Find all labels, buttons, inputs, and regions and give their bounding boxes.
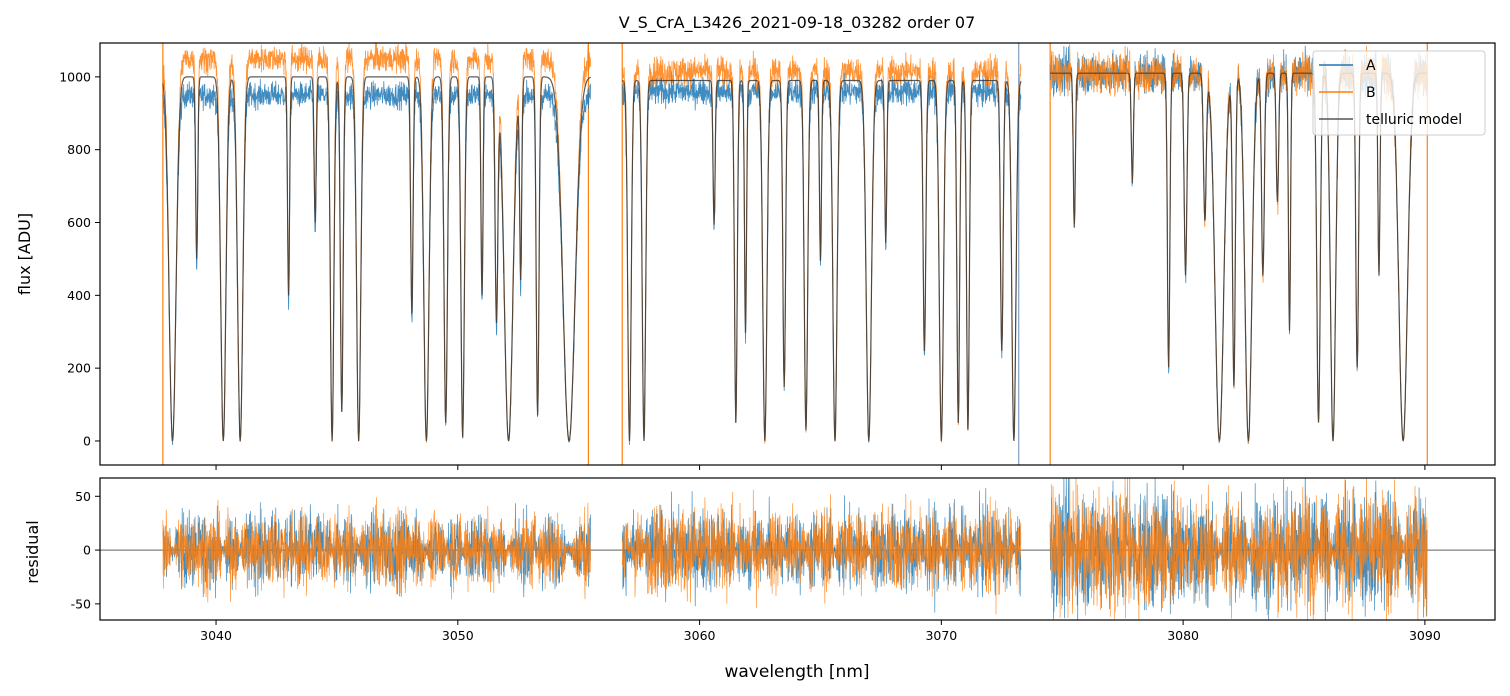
y-tick-label: 200	[67, 361, 91, 376]
y-tick-label: 400	[67, 288, 91, 303]
residual-panel: -50 0 50 3040 3050 3060 3070 3080 3090	[71, 477, 1496, 643]
x-tick-label: 3080	[1167, 628, 1199, 643]
flux-panel: 0 200 400 600 800 1000	[59, 42, 1496, 470]
y-tick-label: 800	[67, 142, 91, 157]
series-a-line	[162, 45, 1428, 445]
y-tick-label: 600	[67, 215, 91, 230]
legend-label-a: A	[1366, 58, 1376, 74]
x-tick-label: 3070	[925, 628, 957, 643]
x-tick-label: 3060	[684, 628, 716, 643]
residual-b-line	[162, 478, 1428, 620]
residual-axes-frame	[99, 477, 1496, 621]
y-tick-label: 0	[83, 433, 91, 448]
y-tick-label: 1000	[59, 69, 91, 84]
y-axis-label-residual: residual	[23, 520, 42, 583]
x-tick-label: 3040	[200, 628, 232, 643]
y-tick-label: 0	[83, 543, 91, 558]
y-tick-label: 50	[75, 489, 91, 504]
x-axis-label: wavelength [nm]	[724, 662, 869, 682]
y-axis-label-flux: flux [ADU]	[15, 213, 34, 295]
y-tick-label: -50	[71, 596, 91, 611]
x-tick-label: 3090	[1409, 628, 1441, 643]
flux-axes-frame	[99, 42, 1496, 466]
series-telluric-model-line	[162, 72, 1428, 443]
legend-label-model: telluric model	[1366, 112, 1462, 128]
legend: A B telluric model	[1312, 50, 1486, 136]
x-tick-label: 3050	[442, 628, 474, 643]
legend-label-b: B	[1366, 85, 1376, 101]
chart-title: V_S_CrA_L3426_2021-09-18_03282 order 07	[619, 13, 976, 33]
